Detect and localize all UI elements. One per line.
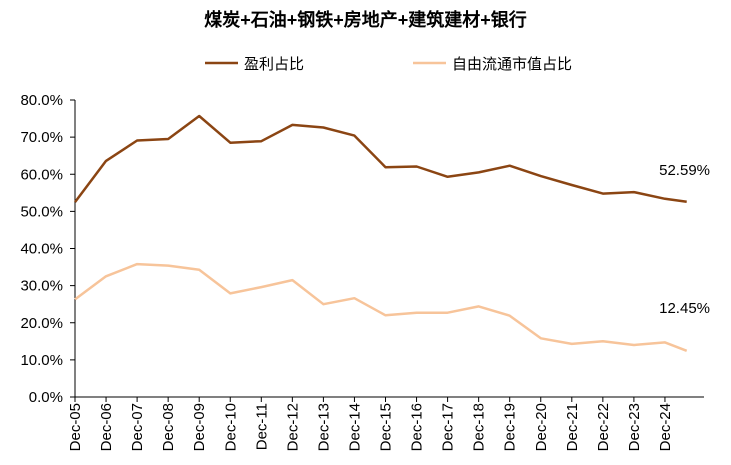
axes: [74, 100, 704, 398]
end-labels: 52.59% 12.45%: [659, 162, 710, 317]
x-tick-label: Dec-20: [533, 403, 550, 451]
x-tick-label: Dec-08: [160, 403, 177, 451]
series-lines: [74, 114, 688, 352]
x-tick-label: Dec-18: [471, 403, 488, 451]
y-tick-label: 50.0%: [20, 203, 63, 220]
y-tick-label: 70.0%: [20, 129, 63, 146]
x-tick-label: Dec-22: [595, 403, 612, 451]
x-tick-label: Dec-19: [502, 403, 519, 451]
x-tick-label: Dec-06: [98, 403, 115, 451]
end-label-free-float-share: 12.45%: [659, 300, 710, 317]
y-axis-ticks: 0.0% 10.0% 20.0% 30.0% 40.0% 50.0% 60.0% 70.0% 8…: [20, 92, 75, 406]
x-tick-label: Dec-23: [626, 403, 643, 451]
x-tick-label: Dec-13: [315, 403, 332, 451]
x-tick-label: Dec-11: [253, 403, 270, 450]
x-axis-ticks: Dec-05 Dec-06 Dec-07 Dec-08 Dec-09 Dec-10 Dec-…: [67, 397, 674, 451]
x-tick-label: Dec-15: [378, 403, 395, 451]
y-tick-label: 20.0%: [20, 315, 63, 332]
x-tick-label: Dec-14: [346, 403, 363, 451]
y-tick-label: 60.0%: [20, 166, 63, 183]
y-tick-label: 80.0%: [20, 92, 63, 109]
x-tick-label: Dec-09: [191, 403, 208, 451]
series-line-free-float-share: [74, 262, 688, 352]
x-tick-label: Dec-16: [409, 403, 426, 451]
chart-title: 煤炭+石油+钢铁+房地产+建筑建材+银行: [204, 10, 527, 30]
x-tick-label: Dec-21: [564, 403, 581, 451]
y-tick-label: 40.0%: [20, 241, 63, 258]
x-tick-label: Dec-12: [284, 403, 301, 451]
x-tick-label: Dec-17: [440, 403, 457, 451]
y-tick-label: 10.0%: [20, 352, 63, 369]
legend: 盈利占比 自由流通市值占比: [205, 56, 572, 73]
x-tick-label: Dec-07: [129, 403, 146, 451]
x-tick-label: Dec-05: [67, 403, 84, 451]
end-label-profit-share: 52.59%: [659, 162, 710, 179]
y-tick-label: 0.0%: [29, 389, 63, 406]
legend-label-profit-share: 盈利占比: [244, 56, 304, 73]
x-tick-label: Dec-24: [657, 403, 674, 451]
y-tick-label: 30.0%: [20, 278, 63, 295]
series-line-profit-share: [74, 114, 687, 204]
legend-label-free-float-share: 自由流通市值占比: [452, 56, 572, 73]
x-tick-label: Dec-10: [222, 403, 239, 451]
